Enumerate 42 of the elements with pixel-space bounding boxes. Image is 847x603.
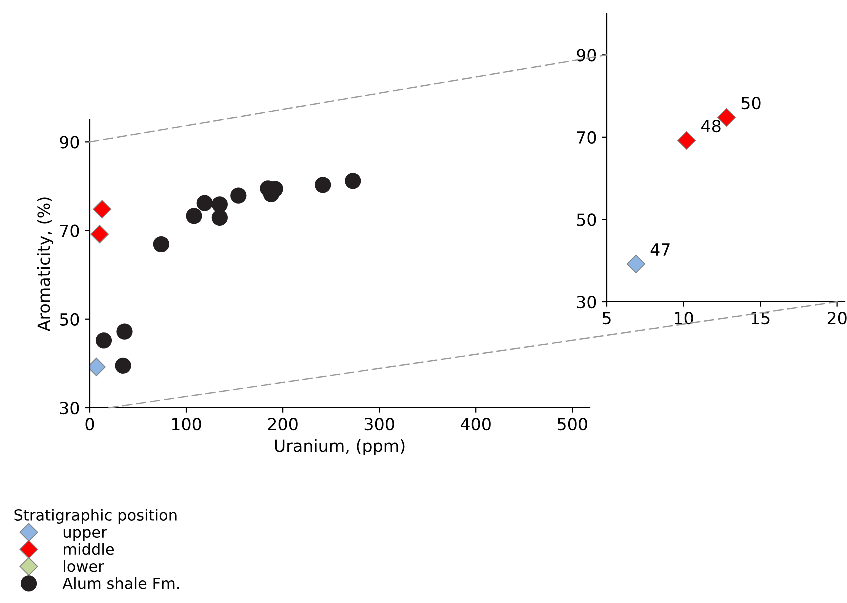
legend-label: middle bbox=[64, 543, 114, 556]
x-tick-label: 300 bbox=[364, 418, 394, 431]
x-tick-label: 400 bbox=[461, 418, 491, 431]
y-tick-label: 90 bbox=[60, 136, 80, 149]
point bbox=[230, 188, 247, 204]
point bbox=[93, 200, 112, 219]
legend-label: upper bbox=[64, 529, 108, 542]
annotation: 47 bbox=[650, 244, 670, 256]
x-tick-label: 20 bbox=[828, 312, 847, 325]
x-tick-label: 100 bbox=[172, 418, 202, 431]
y-axis-title: Aromaticity, (%) bbox=[37, 198, 54, 332]
point bbox=[96, 332, 112, 349]
y-tick-label: 70 bbox=[577, 131, 596, 144]
y-tick-label: 50 bbox=[577, 214, 596, 226]
point bbox=[116, 324, 133, 340]
point bbox=[315, 177, 332, 194]
x-tick-label: 0 bbox=[86, 418, 94, 431]
point bbox=[186, 208, 202, 224]
point bbox=[345, 173, 362, 190]
legend-label: Alum shale Fm. bbox=[62, 577, 180, 590]
point bbox=[90, 225, 110, 244]
y-tick-label: 90 bbox=[577, 49, 596, 62]
annotation: 50 bbox=[742, 96, 761, 110]
x-tick-label: 10 bbox=[675, 312, 694, 325]
point bbox=[115, 358, 132, 374]
point bbox=[196, 195, 213, 212]
point bbox=[678, 131, 696, 150]
legend-label: lower bbox=[64, 560, 104, 572]
y-tick-label: 50 bbox=[60, 313, 80, 326]
point bbox=[626, 254, 646, 274]
x-tick-label: 500 bbox=[558, 418, 588, 431]
x-tick-label: 5 bbox=[602, 312, 611, 325]
point bbox=[212, 196, 228, 213]
x-axis-title: Uranium, (ppm) bbox=[275, 439, 405, 456]
y-tick-label: 30 bbox=[577, 296, 596, 309]
annotation: 48 bbox=[702, 120, 721, 133]
y-tick-label: 70 bbox=[60, 224, 80, 238]
x-tick-label: 200 bbox=[268, 418, 298, 431]
point bbox=[153, 236, 170, 253]
point bbox=[212, 210, 228, 226]
legend-title: Stratigraphic position bbox=[14, 509, 177, 524]
y-tick-label: 30 bbox=[60, 402, 80, 415]
